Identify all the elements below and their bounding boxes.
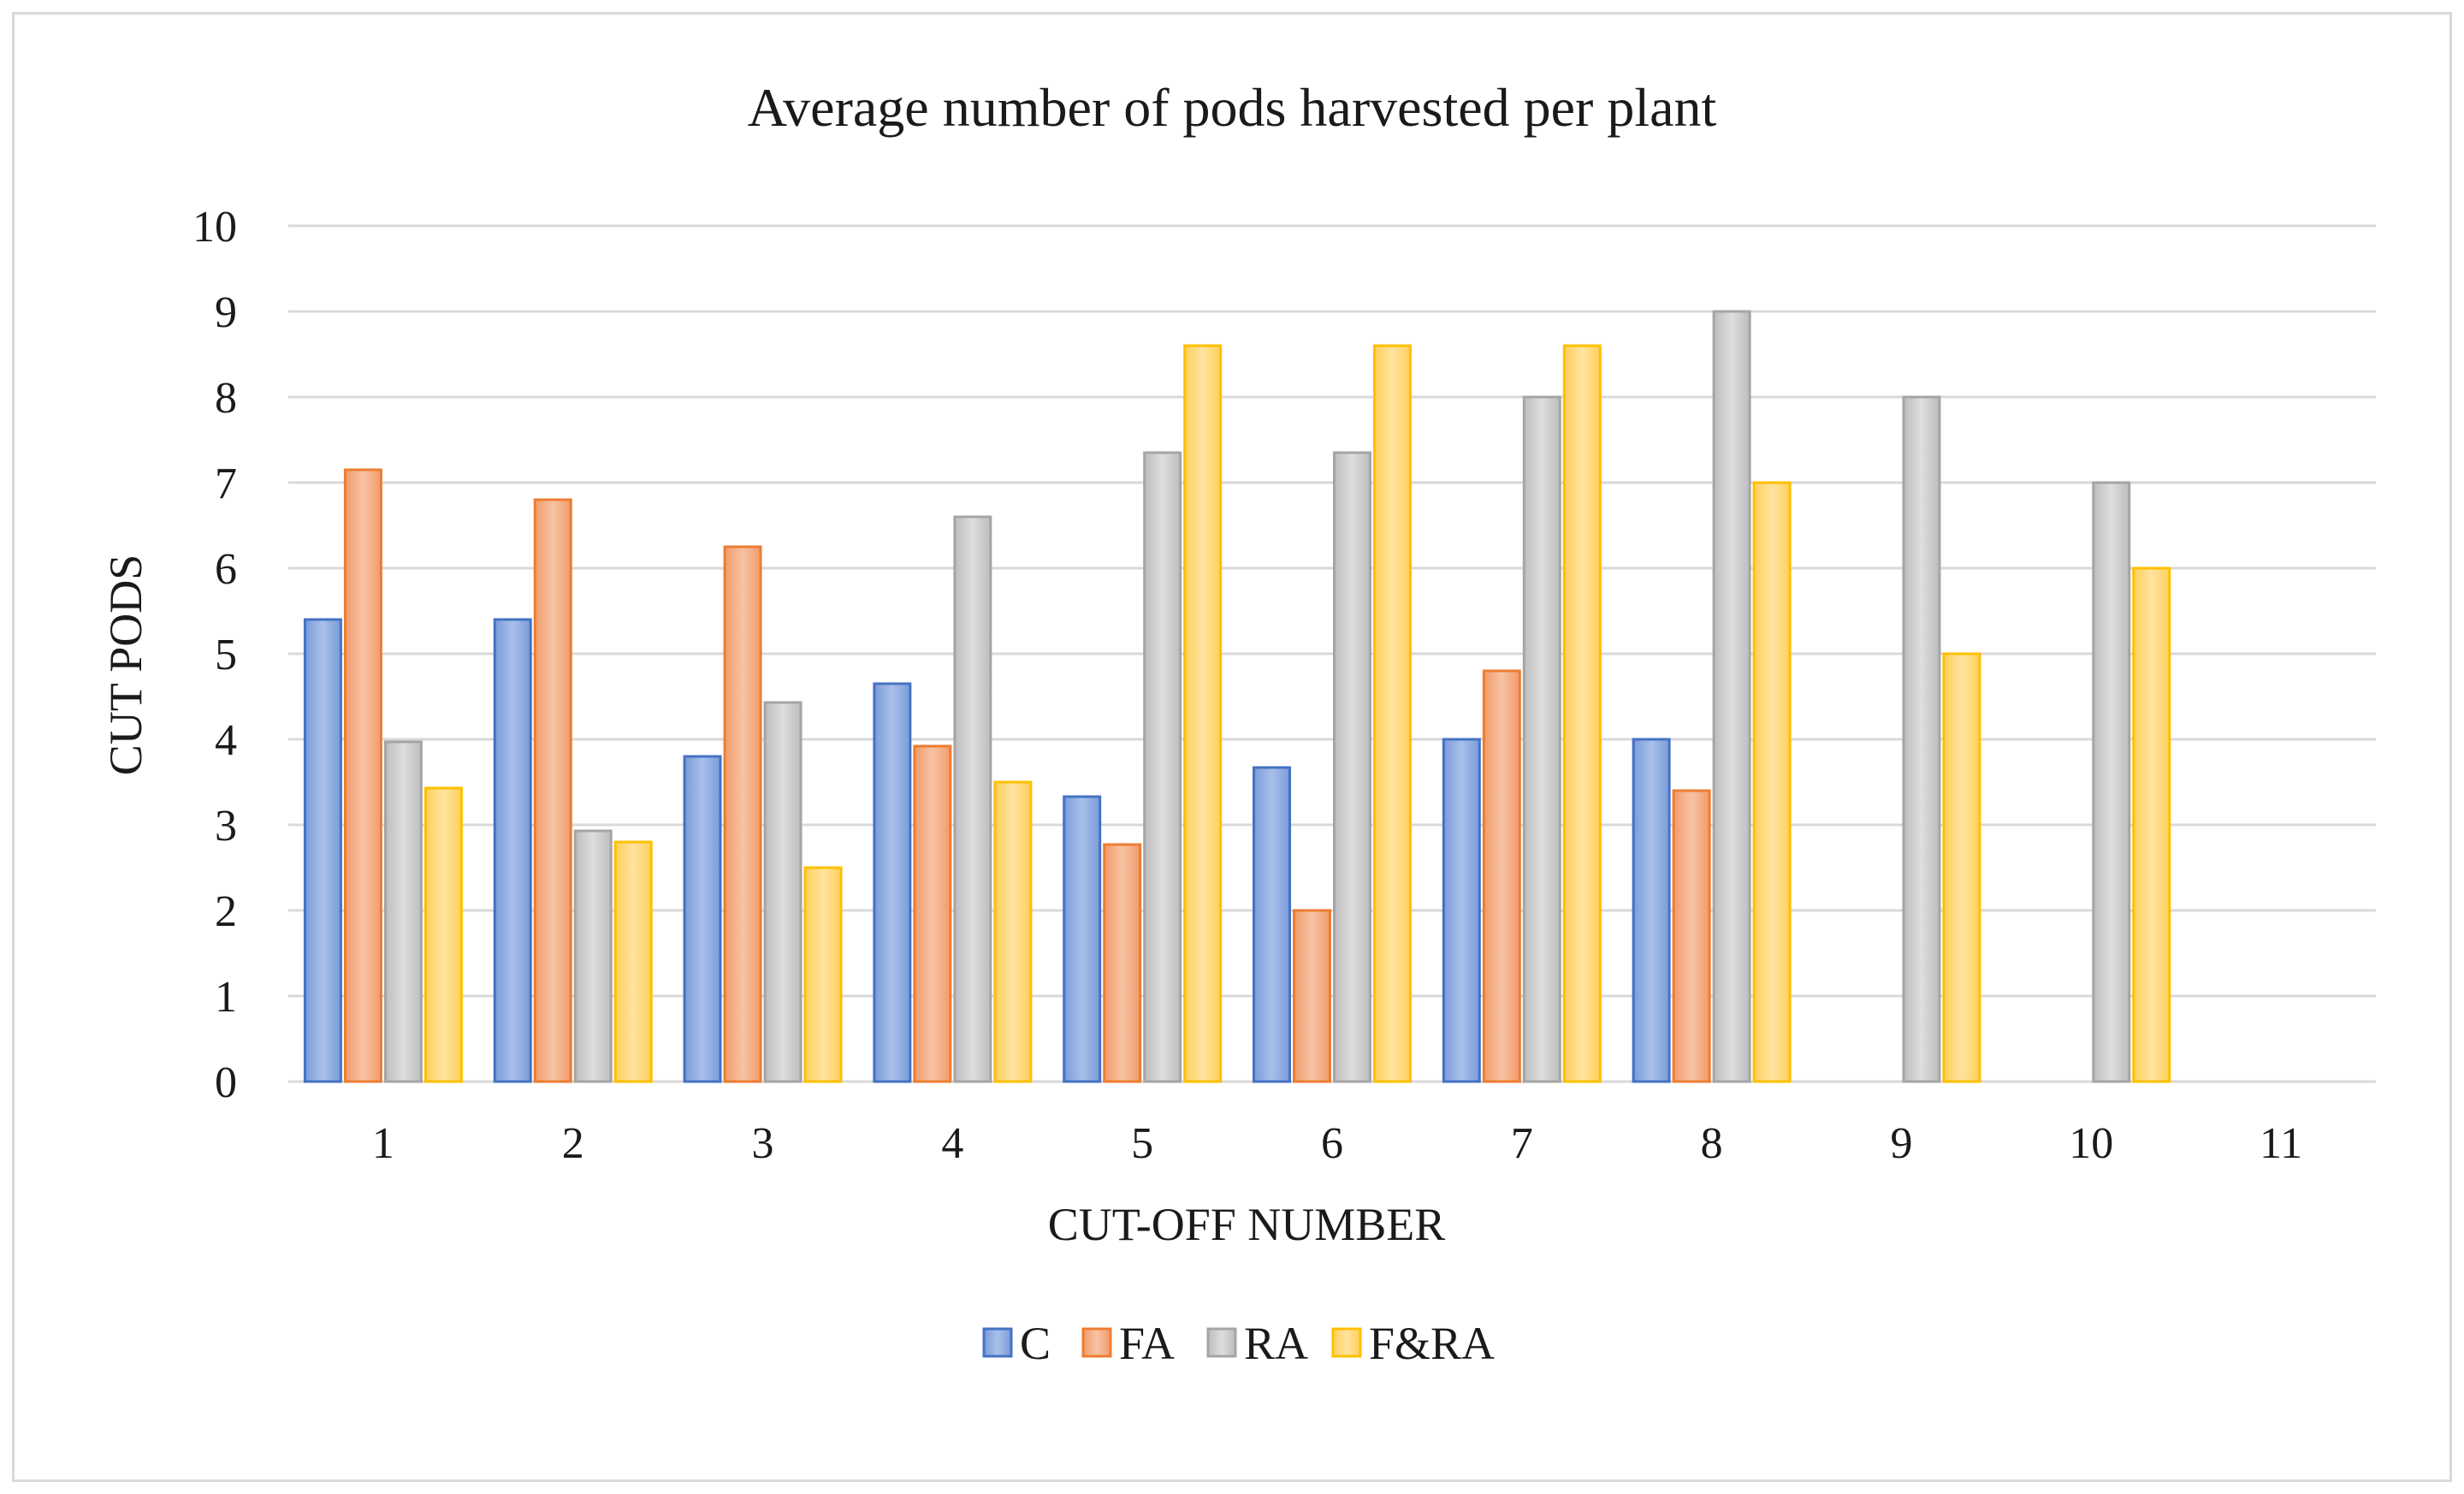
bar-c-5 (1063, 795, 1102, 1083)
bar-c-8 (1632, 738, 1671, 1083)
bar-ra-3 (763, 701, 803, 1083)
bar-fandra-3 (803, 866, 843, 1083)
bar-ra-10 (2092, 481, 2131, 1083)
bar-ra-2 (573, 829, 613, 1083)
y-axis-title: CUT PODS (100, 554, 151, 776)
bar-fandra-1 (424, 786, 463, 1083)
y-tick-label: 4 (215, 716, 237, 765)
bar-fa-7 (1482, 669, 1521, 1083)
bar-c-2 (493, 618, 532, 1083)
chart-frame: Average number of pods harvested per pla… (12, 12, 2452, 1482)
x-tick-label: 2 (562, 1119, 584, 1168)
bar-fa-6 (1293, 909, 1331, 1083)
y-tick-label: 1 (215, 973, 237, 1022)
x-axis-ticks: 1 2 3 4 5 6 7 8 9 10 11 (372, 1119, 2302, 1168)
y-tick-label: 8 (215, 374, 237, 423)
bar-chart: Average number of pods harvested per pla… (100, 77, 2376, 1369)
bar-c-3 (683, 755, 722, 1083)
y-tick-label: 7 (215, 459, 237, 508)
x-tick-label: 7 (1511, 1119, 1533, 1168)
y-tick-label: 3 (215, 802, 237, 851)
bar-fa-5 (1103, 843, 1142, 1083)
bar-fandra-9 (1942, 652, 1981, 1083)
legend-swatch-c (982, 1327, 1013, 1358)
legend-swatch-fandra (1331, 1327, 1362, 1358)
legend-swatch-fa (1081, 1327, 1112, 1358)
bar-ra-1 (383, 740, 423, 1083)
bar-ra-6 (1333, 451, 1371, 1083)
x-tick-label: 5 (1131, 1119, 1153, 1168)
bar-ra-4 (953, 515, 992, 1083)
y-tick-label: 10 (192, 203, 237, 252)
x-tick-label: 4 (941, 1119, 963, 1168)
legend: C FA RA F&RA (982, 1318, 1495, 1369)
bar-c-6 (1253, 766, 1291, 1083)
bar-fandra-8 (1752, 481, 1792, 1083)
bar-c-4 (873, 682, 912, 1083)
bar-c-7 (1442, 738, 1481, 1083)
bar-fandra-5 (1183, 344, 1223, 1083)
x-tick-label: 9 (1890, 1119, 1912, 1168)
bar-ra-8 (1712, 310, 1751, 1083)
bar-ra-7 (1522, 395, 1561, 1083)
bar-fa-8 (1672, 789, 1711, 1083)
legend-label-fandra: F&RA (1369, 1318, 1495, 1369)
bar-fandra-6 (1373, 344, 1412, 1083)
bar-fa-4 (913, 744, 952, 1083)
y-tick-label: 6 (215, 545, 237, 594)
chart-title: Average number of pods harvested per pla… (748, 77, 1717, 138)
legend-label-c: C (1020, 1318, 1051, 1369)
y-tick-label: 9 (215, 288, 237, 337)
x-axis-title: CUT-OFF NUMBER (1048, 1199, 1446, 1250)
bar-fandra-4 (993, 780, 1033, 1083)
y-tick-label: 0 (215, 1058, 237, 1107)
bar-fandra-2 (613, 840, 653, 1083)
legend-swatch-ra (1206, 1327, 1237, 1358)
bar-fa-3 (723, 545, 762, 1083)
x-tick-label: 11 (2260, 1119, 2302, 1168)
x-tick-label: 6 (1321, 1119, 1343, 1168)
bars (303, 310, 2171, 1083)
legend-label-ra: RA (1244, 1318, 1308, 1369)
y-tick-label: 5 (215, 631, 237, 679)
x-tick-label: 8 (1701, 1119, 1723, 1168)
x-tick-label: 3 (752, 1119, 774, 1168)
bar-ra-9 (1902, 395, 1941, 1083)
bar-ra-5 (1143, 451, 1182, 1083)
legend-label-fa: FA (1119, 1318, 1175, 1369)
bar-c-1 (303, 618, 342, 1083)
bar-fa-2 (533, 498, 572, 1083)
y-tick-label: 2 (215, 887, 237, 936)
bar-fandra-7 (1562, 344, 1602, 1083)
bar-fandra-10 (2132, 566, 2171, 1083)
x-tick-label: 1 (372, 1119, 394, 1168)
x-tick-label: 10 (2069, 1119, 2113, 1168)
y-axis-ticks: 0 1 2 3 4 5 6 7 8 9 10 (192, 203, 237, 1107)
bar-fa-1 (343, 468, 382, 1083)
